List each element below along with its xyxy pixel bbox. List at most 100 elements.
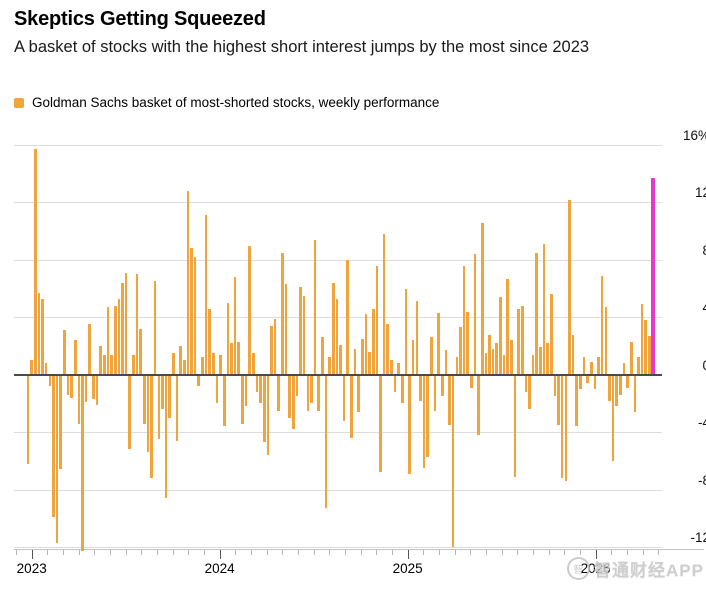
- weekly-performance-bar: [70, 374, 73, 398]
- weekly-performance-bar: [557, 374, 560, 425]
- weekly-performance-bar: [477, 374, 480, 435]
- weekly-performance-bar: [208, 308, 211, 375]
- weekly-performance-bar: [30, 360, 33, 375]
- highlighted-latest-week-bar: [651, 178, 655, 375]
- weekly-performance-bar: [589, 361, 593, 375]
- weekly-performance-bar: [564, 374, 568, 481]
- bar-chart-plot-area: 16%12840-4-8-122023202420252026: [14, 128, 706, 576]
- weekly-performance-bar: [346, 259, 350, 375]
- weekly-performance-bar: [201, 357, 204, 375]
- weekly-performance-bar: [542, 244, 546, 375]
- x-axis-month-tick: [313, 550, 315, 555]
- weekly-performance-bar: [579, 374, 582, 390]
- x-axis-month-tick: [47, 550, 49, 555]
- x-axis-month-tick: [548, 550, 550, 555]
- weekly-performance-bar: [259, 374, 262, 404]
- gridline: [14, 259, 662, 261]
- weekly-performance-bar: [288, 374, 291, 418]
- weekly-performance-bar: [495, 343, 499, 375]
- weekly-performance-bar: [484, 353, 488, 375]
- weekly-performance-bar: [106, 307, 110, 375]
- x-axis-month-tick: [486, 550, 488, 555]
- weekly-performance-bar: [84, 374, 88, 402]
- page-title: Skeptics Getting Squeezed: [14, 8, 266, 30]
- weekly-performance-bar: [604, 307, 608, 375]
- weekly-performance-bar: [353, 348, 357, 375]
- weekly-performance-bar: [480, 222, 484, 375]
- weekly-performance-bar: [73, 340, 77, 375]
- x-axis-month-tick: [110, 550, 112, 555]
- weekly-performance-bar: [132, 354, 135, 375]
- weekly-performance-bar: [255, 374, 259, 392]
- weekly-performance-bar: [339, 344, 342, 375]
- x-axis-month-tick: [298, 550, 300, 555]
- weekly-performance-bar: [182, 360, 186, 375]
- weekly-performance-bar: [92, 374, 95, 400]
- weekly-performance-bar: [433, 374, 437, 411]
- x-axis-month-tick: [157, 550, 159, 555]
- weekly-performance-bar: [342, 374, 346, 421]
- weekly-performance-bar: [466, 311, 469, 375]
- weekly-performance-bar: [597, 357, 600, 375]
- weekly-performance-bar: [531, 354, 535, 375]
- weekly-performance-bar: [593, 374, 597, 390]
- weekly-performance-bar: [186, 190, 190, 375]
- x-axis-month-tick: [94, 550, 96, 555]
- weekly-performance-bar: [408, 374, 411, 474]
- x-axis-month-tick: [611, 550, 613, 555]
- weekly-performance-bar: [77, 374, 81, 424]
- weekly-performance-bar: [549, 294, 553, 375]
- weekly-performance-bar: [451, 374, 455, 547]
- gridline: [14, 547, 662, 548]
- weekly-performance-bar: [440, 374, 444, 397]
- weekly-performance-bar: [600, 275, 604, 375]
- weekly-performance-bar: [644, 320, 648, 375]
- weekly-performance-bar: [502, 354, 506, 375]
- x-axis-month-tick: [454, 550, 456, 555]
- x-axis-year-label: 2023: [16, 561, 47, 576]
- x-axis-month-tick: [78, 550, 80, 555]
- gridline: [14, 202, 662, 204]
- weekly-performance-bar: [48, 374, 52, 387]
- weekly-performance-bar: [172, 353, 175, 375]
- weekly-performance-bar: [615, 374, 618, 407]
- weekly-performance-bar: [444, 350, 448, 375]
- weekly-performance-bar: [284, 284, 288, 375]
- y-axis-tick-label: 16%: [682, 128, 706, 143]
- weekly-performance-bar: [568, 199, 571, 375]
- watermark-logo-icon: 智: [567, 557, 591, 580]
- weekly-performance-bar: [204, 215, 208, 375]
- weekly-performance-bar: [291, 374, 295, 430]
- weekly-performance-bar: [619, 374, 622, 395]
- weekly-performance-bar: [361, 338, 364, 375]
- weekly-performance-bar: [273, 318, 277, 375]
- weekly-performance-bar: [41, 298, 44, 375]
- weekly-performance-bar: [517, 308, 520, 375]
- weekly-performance-bar: [401, 374, 404, 404]
- x-axis-month-tick: [125, 550, 127, 555]
- weekly-performance-bar: [262, 374, 266, 443]
- y-axis-tick-label: -4: [697, 415, 706, 431]
- legend: Goldman Sachs basket of most-shorted sto…: [14, 95, 439, 110]
- x-axis-month-tick: [63, 550, 65, 555]
- weekly-performance-bar: [622, 363, 626, 375]
- weekly-performance-bar: [331, 282, 335, 375]
- weekly-performance-bar: [193, 256, 197, 375]
- weekly-performance-bar: [586, 374, 589, 384]
- weekly-performance-bar: [113, 305, 117, 375]
- x-axis-line: [14, 549, 704, 550]
- weekly-performance-bar: [528, 374, 531, 410]
- weekly-performance-bar: [488, 334, 491, 375]
- weekly-performance-bar: [608, 374, 611, 401]
- weekly-performance-bar: [422, 374, 426, 469]
- weekly-performance-bar: [33, 149, 37, 375]
- weekly-performance-bar: [553, 374, 557, 397]
- weekly-performance-bar: [357, 374, 360, 413]
- weekly-performance-bar: [491, 348, 495, 375]
- weekly-performance-bar: [470, 374, 473, 388]
- weekly-performance-bar: [459, 327, 462, 375]
- weekly-performance-bar: [513, 374, 517, 477]
- watermark: 智 智通财经APP: [567, 556, 704, 581]
- weekly-performance-bar: [560, 374, 564, 479]
- weekly-performance-bar: [302, 295, 306, 375]
